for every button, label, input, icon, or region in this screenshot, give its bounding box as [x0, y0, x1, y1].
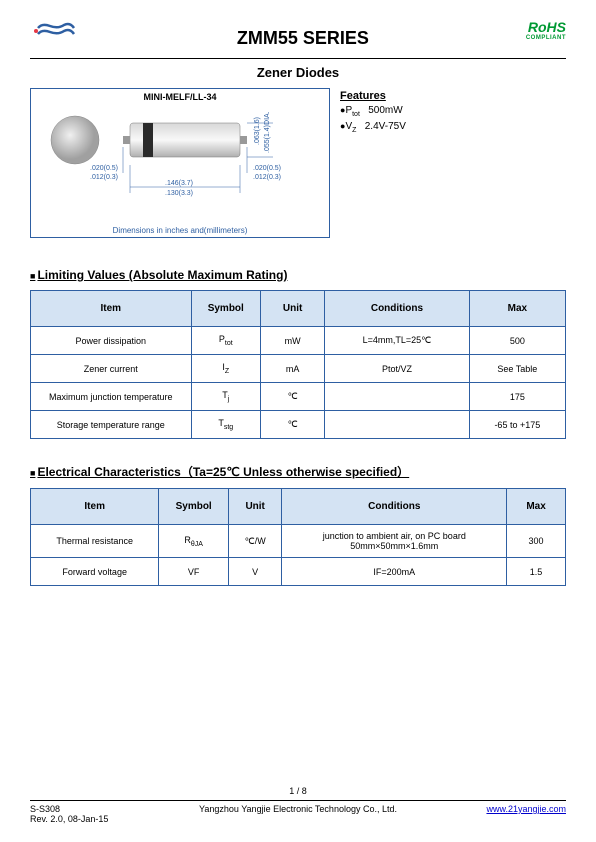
table-header-row: Item Symbol Unit Conditions Max [31, 489, 566, 525]
rohs-badge: RoHS COMPLIANT [526, 20, 566, 42]
footer-left: S-S308 Rev. 2.0, 08-Jan-15 [30, 804, 108, 824]
website-link[interactable]: www.21yangjie.com [486, 804, 566, 814]
table-row: Thermal resistanceRθJA℃/Wjunction to amb… [31, 525, 566, 558]
table-row: Forward voltageVFVIF=200mA1.5 [31, 558, 566, 586]
series-title: ZMM55 SERIES [80, 28, 526, 49]
cell-symbol: IZ [191, 355, 261, 383]
header-divider [30, 58, 566, 59]
footer-divider [30, 800, 566, 801]
page-header: ZMM55 SERIES RoHS COMPLIANT [30, 20, 566, 50]
table-row: Storage temperature rangeTstg℃ -65 to +17… [31, 411, 566, 439]
product-subtitle: Zener Diodes [30, 65, 566, 80]
table-header-row: Item Symbol Unit Conditions Max [31, 291, 566, 327]
dim-right-top: .020(0.5) [253, 165, 281, 172]
cell-max: 500 [469, 327, 565, 355]
cell-symbol: VF [159, 558, 229, 586]
cell-unit: ℃ [261, 383, 325, 411]
package-diagram: MINI-MELF/LL-34 [30, 88, 330, 238]
feature-1: ●Ptot 500mW [340, 104, 566, 120]
dim-dia1: .063(1.6) [254, 117, 261, 145]
cell-unit: ℃ [261, 411, 325, 439]
diode-drawing: .146(3.7) .130(3.3) .020(0.5) .012(0.3) … [35, 105, 325, 220]
cell-symbol: Tstg [191, 411, 261, 439]
doc-number: S-S308 [30, 804, 108, 814]
cell-unit: mA [261, 355, 325, 383]
doc-rev: Rev. 2.0, 08-Jan-15 [30, 814, 108, 824]
cell-cond: junction to ambient air, on PC board 50m… [282, 525, 507, 558]
diagram-caption: Dimensions in inches and(millimeters) [113, 226, 248, 235]
cell-max: 175 [469, 383, 565, 411]
th-symbol: Symbol [159, 489, 229, 525]
cell-symbol: Tj [191, 383, 261, 411]
features-title: Features [340, 90, 566, 102]
dim-dia2: .055(1.4)DIA. [264, 111, 271, 153]
cell-unit: mW [261, 327, 325, 355]
cell-cond: Ptot/VZ [325, 355, 469, 383]
table-row: Power dissipationPtotmWL=4mm,TL=25℃500 [31, 327, 566, 355]
rohs-text: RoHS [526, 20, 566, 35]
th-max: Max [469, 291, 565, 327]
top-section: MINI-MELF/LL-34 [30, 88, 566, 238]
features-block: Features ●Ptot 500mW ●VZ 2.4V-75V [340, 88, 566, 238]
dim-length-top: .146(3.7) [165, 180, 193, 187]
cell-unit: V [228, 558, 282, 586]
electrical-char-table: Item Symbol Unit Conditions Max Thermal … [30, 488, 566, 586]
th-unit: Unit [261, 291, 325, 327]
th-symbol: Symbol [191, 291, 261, 327]
cell-item: Forward voltage [31, 558, 159, 586]
page-footer: 1 / 8 S-S308 Rev. 2.0, 08-Jan-15 Yangzho… [30, 786, 566, 824]
dim-left-bot: .012(0.3) [90, 174, 118, 181]
table-row: Zener currentIZmAPtot/VZSee Table [31, 355, 566, 383]
page-number: 1 / 8 [30, 786, 566, 796]
cell-cond: IF=200mA [282, 558, 507, 586]
th-max: Max [507, 489, 566, 525]
cell-item: Thermal resistance [31, 525, 159, 558]
cell-item: Storage temperature range [31, 411, 192, 439]
cell-max: See Table [469, 355, 565, 383]
th-cond: Conditions [282, 489, 507, 525]
rohs-compliant: COMPLIANT [526, 35, 566, 42]
cell-cond: L=4mm,TL=25℃ [325, 327, 469, 355]
cell-symbol: RθJA [159, 525, 229, 558]
section-title-2: Electrical Characteristics（Ta=25℃ Unless… [30, 463, 566, 480]
dim-left-top: .020(0.5) [90, 165, 118, 172]
dim-right-bot: .012(0.3) [253, 174, 281, 181]
cell-max: 300 [507, 525, 566, 558]
feature-2: ●VZ 2.4V-75V [340, 120, 566, 136]
th-item: Item [31, 489, 159, 525]
cell-item: Zener current [31, 355, 192, 383]
cell-max: 1.5 [507, 558, 566, 586]
th-unit: Unit [228, 489, 282, 525]
cell-unit: ℃/W [228, 525, 282, 558]
cell-cond [325, 383, 469, 411]
footer-right: www.21yangjie.com [486, 804, 566, 824]
limiting-values-table: Item Symbol Unit Conditions Max Power di… [30, 290, 566, 439]
th-item: Item [31, 291, 192, 327]
cell-item: Power dissipation [31, 327, 192, 355]
cell-cond [325, 411, 469, 439]
company-logo [30, 20, 80, 50]
table-row: Maximum junction temperatureTj℃ 175 [31, 383, 566, 411]
cell-symbol: Ptot [191, 327, 261, 355]
cell-max: -65 to +175 [469, 411, 565, 439]
section-title-1: Limiting Values (Absolute Maximum Rating… [30, 268, 566, 282]
th-cond: Conditions [325, 291, 469, 327]
company-name: Yangzhou Yangjie Electronic Technology C… [199, 804, 397, 814]
diagram-title: MINI-MELF/LL-34 [144, 92, 217, 102]
dim-length-bot: .130(3.3) [165, 190, 193, 197]
cell-item: Maximum junction temperature [31, 383, 192, 411]
